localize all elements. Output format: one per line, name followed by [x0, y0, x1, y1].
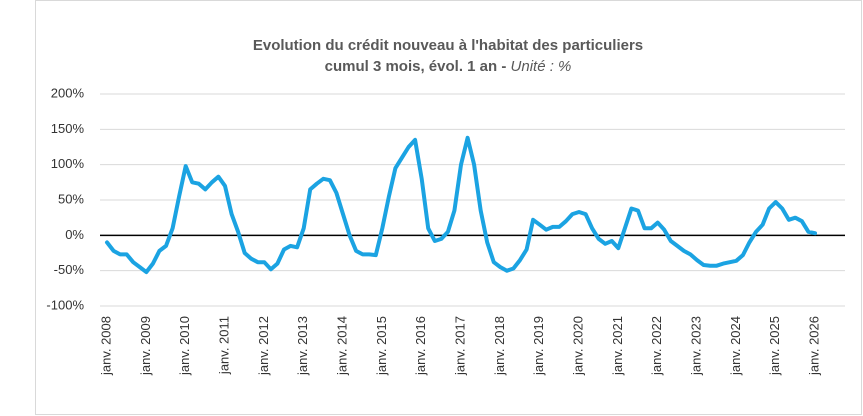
chart-title: Evolution du crédit nouveau à l'habitat …	[253, 37, 643, 54]
x-tick-label: janv. 2025	[767, 316, 782, 376]
x-tick-label: janv. 2011	[216, 316, 231, 375]
x-tick-label: janv. 2023	[688, 316, 703, 376]
x-tick-label: janv. 2019	[531, 316, 546, 376]
chart-subtitle: cumul 3 mois, évol. 1 an - Unité : %	[325, 58, 572, 75]
x-tick-label: janv. 2009	[138, 316, 153, 376]
y-tick-label: 50%	[58, 191, 84, 206]
y-tick-label: -50%	[54, 262, 85, 277]
y-tick-label: 150%	[51, 121, 85, 136]
x-tick-label: janv. 2020	[570, 316, 585, 376]
chart-frame	[35, 0, 862, 415]
y-tick-label: 0%	[65, 227, 84, 242]
x-tick-label: janv. 2017	[452, 316, 467, 376]
x-tick-label: janv. 2026	[806, 316, 821, 376]
data-line	[105, 135, 817, 275]
x-tick-label: janv. 2012	[256, 316, 271, 376]
unit: Unité : %	[511, 58, 572, 75]
x-tick-label: janv. 2013	[295, 316, 310, 376]
x-tick-label: janv. 2018	[492, 316, 507, 376]
x-tick-label: janv. 2015	[374, 316, 389, 376]
x-tick-label: janv. 2014	[334, 316, 349, 376]
x-tick-label: janv. 2008	[98, 316, 113, 376]
x-tick-label: janv. 2016	[413, 316, 428, 376]
x-tick-label: janv. 2010	[177, 316, 192, 376]
x-tick-label: janv. 2021	[610, 316, 625, 376]
x-tick-label: janv. 2022	[649, 316, 664, 376]
y-tick-label: 200%	[51, 85, 85, 100]
x-tick-label: janv. 2024	[728, 316, 743, 376]
subtitle: cumul 3 mois, évol. 1 an -	[325, 58, 507, 75]
y-tick-label: 100%	[51, 156, 85, 171]
y-tick-label: -100%	[46, 297, 84, 312]
